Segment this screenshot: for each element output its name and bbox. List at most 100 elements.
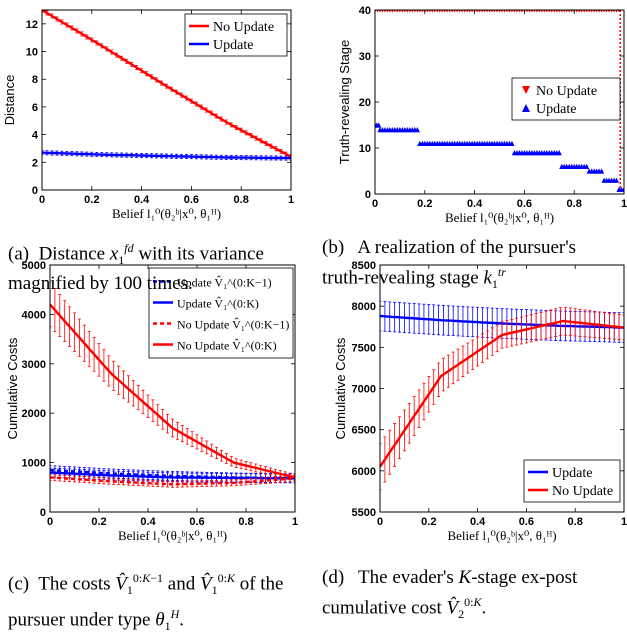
x-tick-label: 0 bbox=[39, 194, 45, 206]
marker bbox=[607, 10, 611, 13]
marker bbox=[518, 10, 521, 13]
marker bbox=[528, 10, 531, 13]
marker bbox=[435, 10, 439, 13]
y-tick-label: 5500 bbox=[352, 507, 376, 519]
marker bbox=[540, 10, 544, 13]
marker bbox=[480, 10, 484, 13]
marker bbox=[597, 10, 601, 13]
marker bbox=[560, 10, 564, 13]
marker bbox=[490, 10, 494, 13]
y-ticks-d: 5500 6000 6500 7000 7500 8000 8500 bbox=[352, 260, 624, 519]
series-line bbox=[42, 151, 291, 160]
marker bbox=[440, 10, 444, 13]
plot-area-a bbox=[42, 10, 291, 161]
axes-frame-a bbox=[41, 9, 292, 191]
y-tick-label: 0 bbox=[32, 185, 38, 197]
x-tick-label: 0.8 bbox=[567, 198, 582, 210]
marker bbox=[562, 10, 566, 13]
error-bars bbox=[42, 150, 291, 161]
x-ticks-b: 0 0.2 0.4 0.6 0.8 1 bbox=[372, 10, 627, 210]
y-tick-label: 4000 bbox=[22, 309, 46, 321]
marker bbox=[411, 10, 414, 13]
error-bars bbox=[50, 474, 295, 488]
marker bbox=[503, 10, 506, 13]
marker bbox=[543, 10, 546, 13]
marker bbox=[428, 10, 432, 13]
legend-item: No Update bbox=[522, 84, 597, 99]
marker bbox=[493, 10, 496, 13]
caption-d: (d) The evader's K-stage ex-post cumulat… bbox=[322, 567, 578, 622]
marker bbox=[383, 10, 387, 13]
marker bbox=[613, 177, 620, 183]
series-c-3 bbox=[50, 281, 295, 481]
legend-marker bbox=[522, 104, 530, 112]
series-line bbox=[380, 319, 624, 468]
marker bbox=[391, 10, 394, 13]
axes-frame-c bbox=[49, 264, 296, 513]
marker bbox=[453, 10, 456, 13]
y-tick-label: 10 bbox=[26, 47, 38, 59]
marker bbox=[590, 10, 593, 13]
y-tick-label: 8000 bbox=[352, 301, 376, 313]
caption-c: (c) The costs V̂10:K−1 and V̂10:K of the… bbox=[8, 571, 284, 634]
marker bbox=[505, 10, 509, 13]
marker bbox=[513, 10, 516, 13]
marker bbox=[495, 10, 499, 13]
marker bbox=[475, 10, 479, 13]
marker bbox=[460, 10, 464, 13]
legend-item: Update V̂₁^(0:K) bbox=[153, 296, 259, 311]
y-ticks-c: 0 1000 2000 3000 4000 5000 bbox=[22, 260, 295, 519]
marker bbox=[610, 10, 613, 13]
marker bbox=[401, 10, 404, 13]
legend-label: Update bbox=[536, 102, 576, 117]
marker bbox=[577, 10, 581, 13]
marker bbox=[468, 10, 471, 13]
marker bbox=[533, 10, 536, 13]
marker bbox=[488, 10, 491, 13]
marker bbox=[538, 10, 541, 13]
legend-label: Update bbox=[552, 466, 592, 481]
series-a-0 bbox=[42, 10, 291, 160]
legend-box bbox=[511, 77, 621, 121]
marker bbox=[425, 10, 429, 13]
chart-c: 0 0.2 0.4 0.6 0.8 1 0 1000 2000 3000 4000 5000 Cumul… bbox=[5, 260, 298, 543]
marker bbox=[430, 10, 434, 13]
marker bbox=[615, 10, 618, 13]
series-c-2 bbox=[50, 474, 295, 488]
series-d-1 bbox=[380, 306, 624, 491]
marker bbox=[433, 10, 437, 13]
plot-area-d bbox=[380, 300, 624, 491]
x-tick-label: 1 bbox=[292, 516, 298, 528]
legend-item: No Update V̂₁^(0:K) bbox=[153, 338, 277, 353]
legend-label: No Update V̂₁^(0:K−1) bbox=[177, 317, 289, 331]
legend-marker bbox=[522, 86, 530, 94]
marker bbox=[386, 10, 389, 13]
marker bbox=[565, 10, 569, 13]
axes-frame-d bbox=[379, 264, 625, 513]
marker bbox=[445, 10, 449, 13]
y-tick-label: 0 bbox=[40, 507, 46, 519]
series-b-1 bbox=[375, 122, 624, 192]
y-tick-label: 6 bbox=[32, 102, 38, 114]
marker bbox=[458, 10, 461, 13]
marker bbox=[585, 10, 588, 13]
marker bbox=[450, 10, 454, 13]
series-line bbox=[42, 10, 291, 158]
marker bbox=[530, 10, 534, 13]
legend-item: Update V̂₁^(0:K−1) bbox=[153, 275, 272, 290]
x-tick-label: 0.6 bbox=[517, 198, 532, 210]
x-tick-label: 0.4 bbox=[134, 194, 150, 206]
marker bbox=[587, 10, 591, 13]
marker bbox=[605, 10, 608, 13]
legend-label: No Update bbox=[552, 484, 613, 499]
marker bbox=[525, 10, 529, 13]
marker bbox=[550, 10, 554, 13]
plot-area-c bbox=[50, 281, 295, 488]
y-ticks-a: 0 2 4 6 8 10 12 bbox=[26, 19, 291, 197]
x-tick-label: 1 bbox=[621, 516, 627, 528]
series-a-1 bbox=[42, 150, 291, 161]
y-tick-label: 10 bbox=[359, 143, 371, 155]
